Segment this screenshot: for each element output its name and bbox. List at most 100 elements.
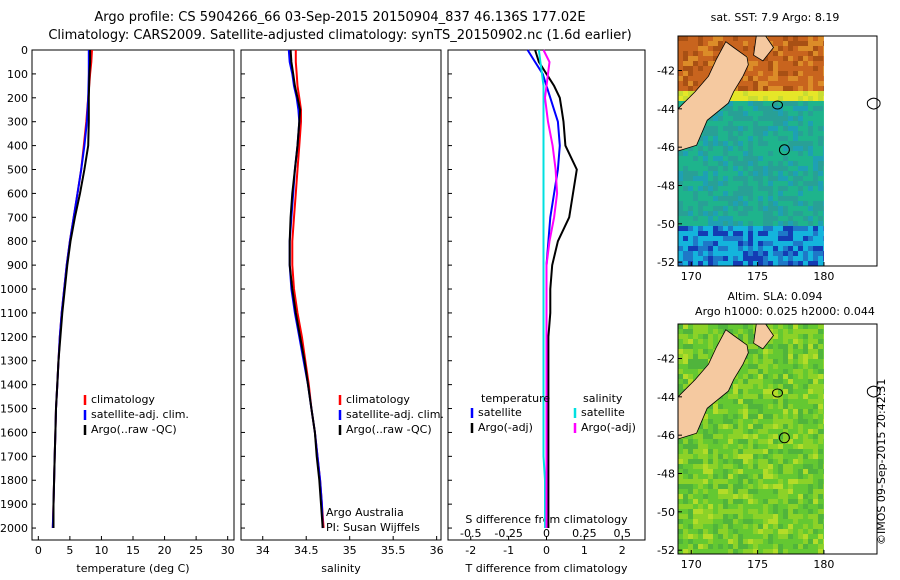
map-cell: [713, 231, 718, 236]
map-cell: [688, 359, 693, 364]
map-cell: [718, 329, 723, 334]
map-cell: [763, 106, 768, 111]
y-tick-label: 1000: [0, 283, 28, 296]
map-cell: [678, 36, 683, 41]
map-cell: [738, 206, 743, 211]
map-cell: [718, 494, 723, 499]
map-cell: [783, 354, 788, 359]
map-cell: [693, 261, 698, 266]
map-cell: [698, 176, 703, 181]
map-cell: [703, 216, 708, 221]
map-cell: [818, 96, 823, 101]
map-cell: [818, 81, 823, 86]
map-cell: [743, 434, 748, 439]
map-cell: [738, 504, 743, 509]
map-cell: [743, 459, 748, 464]
map-cell: [778, 534, 783, 539]
map-cell: [793, 96, 798, 101]
map-cell: [733, 111, 738, 116]
map-cell: [788, 151, 793, 156]
map-cell: [778, 251, 783, 256]
map-cell: [723, 146, 728, 151]
map-cell: [803, 529, 808, 534]
series-line-satellite-adj: [51, 50, 90, 529]
map-cell: [783, 86, 788, 91]
map-cell: [778, 71, 783, 76]
map-cell: [683, 479, 688, 484]
map-cell: [773, 256, 778, 261]
map-cell: [768, 151, 773, 156]
map-cell: [778, 364, 783, 369]
map-cell: [683, 61, 688, 66]
map-cell: [783, 454, 788, 459]
map-cell: [693, 349, 698, 354]
map-cell: [788, 504, 793, 509]
map-cell: [818, 389, 823, 394]
map-cell: [733, 191, 738, 196]
map-cell: [793, 181, 798, 186]
map-cell: [678, 444, 683, 449]
map-cell: [743, 156, 748, 161]
map-cell: [763, 349, 768, 354]
map-cell: [813, 46, 818, 51]
map-cell: [778, 61, 783, 66]
map-cell: [818, 354, 823, 359]
map-cell: [813, 191, 818, 196]
map-cell: [768, 76, 773, 81]
map-cell: [798, 454, 803, 459]
map-cell: [813, 221, 818, 226]
map-cell: [703, 549, 708, 554]
map-cell: [823, 146, 824, 151]
map-cell: [738, 409, 743, 414]
map-cell: [698, 544, 703, 549]
map-cell: [748, 146, 753, 151]
map-cell: [683, 81, 688, 86]
map-cell: [743, 211, 748, 216]
map-cell: [798, 111, 803, 116]
map-cell: [778, 544, 783, 549]
map-cell: [708, 499, 713, 504]
map-cell: [823, 161, 824, 166]
map-cell: [733, 499, 738, 504]
map-cell: [723, 161, 728, 166]
map-cell: [738, 236, 743, 241]
map-cell: [753, 256, 758, 261]
map-cell: [788, 111, 793, 116]
map-cell: [783, 334, 788, 339]
map-cell: [783, 364, 788, 369]
map-cell: [818, 241, 823, 246]
map-cell: [818, 359, 823, 364]
map-cell: [683, 339, 688, 344]
map-cell: [688, 66, 693, 71]
map-cell: [733, 226, 738, 231]
map-cell: [763, 136, 768, 141]
map-cell: [728, 211, 733, 216]
map-cell: [713, 226, 718, 231]
map-cell: [713, 41, 718, 46]
x-tick-label: 0: [35, 544, 42, 557]
panel-frame: [240, 49, 442, 541]
y-tick-label: 2000: [0, 522, 28, 535]
map-cell: [748, 71, 753, 76]
map-cell: [803, 519, 808, 524]
map-cell: [678, 344, 683, 349]
map-cell: [698, 166, 703, 171]
map-cell: [728, 256, 733, 261]
map-cell: [723, 479, 728, 484]
map-cell: [798, 529, 803, 534]
map-cell: [788, 56, 793, 61]
map-cell: [698, 181, 703, 186]
legend-label: climatology: [91, 393, 155, 406]
map-cell: [753, 121, 758, 126]
map-cell: [703, 524, 708, 529]
map-cell: [778, 494, 783, 499]
map-cell: [778, 469, 783, 474]
map-cell: [728, 509, 733, 514]
map-cell: [763, 151, 768, 156]
map-cell: [818, 444, 823, 449]
map-cell: [753, 454, 758, 459]
map-cell: [718, 36, 723, 41]
map-cell: [823, 181, 824, 186]
map-cell: [793, 146, 798, 151]
map-cell: [788, 221, 793, 226]
